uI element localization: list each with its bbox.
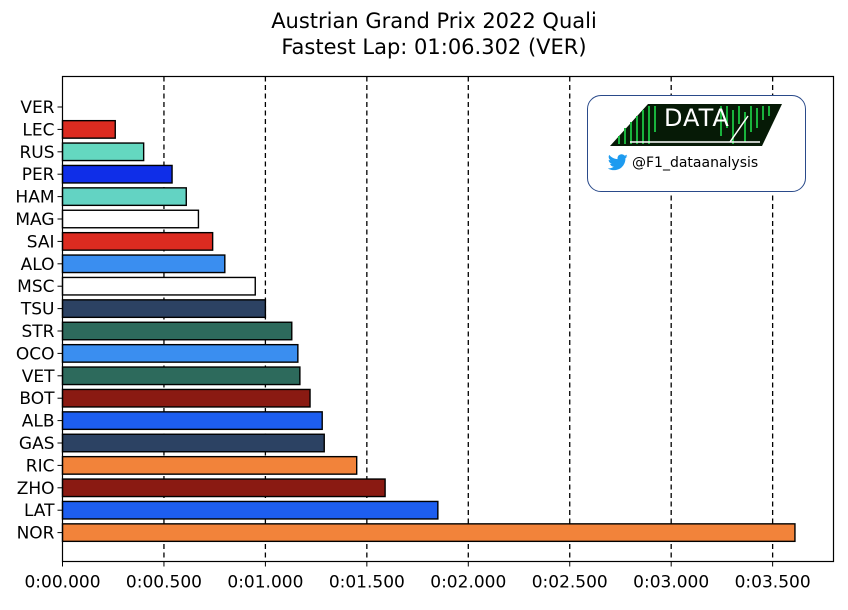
bar-ric [61,455,358,475]
bar-sai [61,231,214,251]
y-tick-label: BOT [19,389,55,409]
chart-title-line2: Fastest Lap: 01:06.302 (VER) [281,35,587,59]
x-tick-label: 0:03.000 [633,573,709,593]
bar-mag [61,209,200,229]
y-tick-label: ZHO [17,479,55,499]
y-tick-label: LAT [24,501,55,521]
x-tick-label: 0:00.500 [126,573,202,593]
bar-per [61,164,173,184]
x-tick-label: 0:02.500 [532,573,608,593]
y-tick-label: MAG [15,210,54,230]
y-tick-label: LEC [22,120,54,140]
bar-bot [61,388,311,408]
logo-matrix-art [610,104,782,146]
logo-word: DATA [664,104,730,132]
bar-gas [61,433,325,453]
x-tick-label: 0:01.000 [227,573,303,593]
y-tick-label: VER [20,98,54,118]
y-tick-label: NOR [17,524,55,544]
bars [61,119,796,543]
bar-vet [61,366,301,386]
x-tick-label: 0:03.500 [735,573,811,593]
y-tick-label: TSU [20,300,55,320]
plot-frame [61,75,835,563]
bar-nor [61,523,796,543]
bar-str [61,321,293,341]
y-tick-label: RUS [19,143,54,163]
y-tick-label: RIC [26,456,55,476]
bar-alb [61,411,323,431]
y-tick-label: VET [22,367,55,387]
y-tick-label: SAI [27,232,55,252]
y-tick-label: ALB [22,412,55,432]
twitter-handle: @F1_dataanalysis [632,154,759,171]
bar-msc [61,276,256,296]
y-tick-label: ALO [21,255,55,275]
chart-title-line1: Austrian Grand Prix 2022 Quali [271,9,597,33]
watermark-logo: DATA @F1_dataanalysis [587,95,806,192]
y-tick-label: MSC [17,277,54,297]
twitter-handle-row: @F1_dataanalysis [608,154,758,171]
bar-ham [61,187,187,207]
bar-rus [61,142,145,162]
chart-title: Austrian Grand Prix 2022 Quali Fastest L… [0,8,848,60]
bar-alo [61,254,226,274]
x-axis: 0:00.000 0:00.500 0:01.000 0:01.500 0:02.000… [24,561,811,593]
y-tick-label: STR [22,322,55,342]
twitter-bird-icon [608,154,628,171]
x-tick-label: 0:01.500 [329,573,405,593]
y-tick-label: OCO [16,344,55,364]
bar-lec [61,119,116,139]
x-tick-label: 0:00.000 [24,573,100,593]
bar-lat [61,500,439,520]
bar-zho [61,478,386,498]
bar-oco [61,343,299,363]
x-tick-label: 0:02.000 [430,573,506,593]
y-tick-label: HAM [15,188,54,208]
y-tick-label: GAS [19,434,55,454]
bar-tsu [61,299,267,319]
y-tick-label: PER [22,165,55,185]
